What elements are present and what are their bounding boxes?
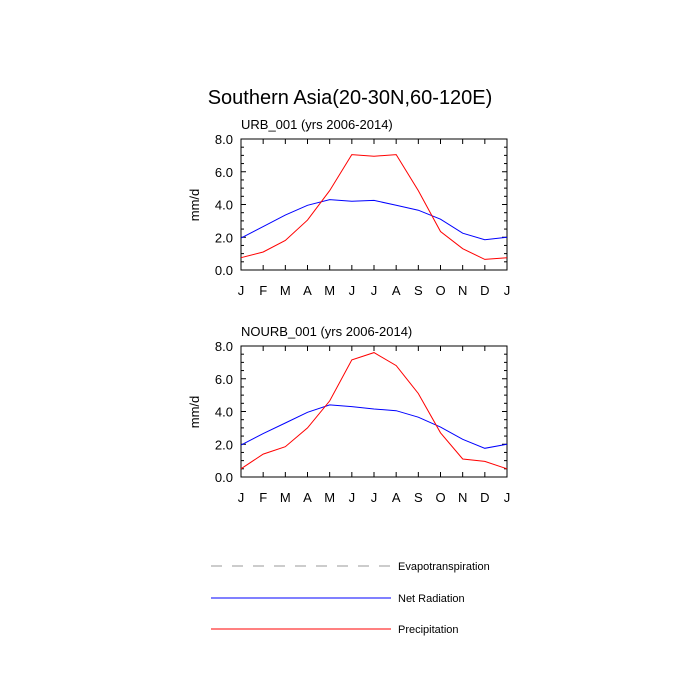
x-tick-label: M [324, 490, 335, 505]
x-tick-label: M [324, 283, 335, 298]
x-tick-label: J [238, 490, 245, 505]
x-tick-label: N [458, 490, 467, 505]
plot-frame [240, 345, 508, 478]
series-line-net-radiation [240, 199, 508, 241]
y-tick-label: 6.0 [215, 165, 233, 180]
legend: Evapotranspiration Net Radiation Precipita… [211, 561, 490, 636]
x-tick-label: J [371, 283, 378, 298]
x-tick-label: A [392, 283, 401, 298]
y-axis-label: mm/d [187, 396, 202, 429]
x-tick-label: S [414, 283, 423, 298]
series-line-precipitation [240, 352, 508, 470]
y-tick-label: 0.0 [215, 470, 233, 485]
x-tick-label: O [435, 490, 445, 505]
chart-title: Southern Asia(20-30N,60-120E) [208, 87, 493, 109]
y-tick-label: 4.0 [215, 405, 233, 420]
x-tick-label: J [371, 490, 378, 505]
series-line-net-radiation [240, 404, 508, 449]
x-tick-label: M [280, 283, 291, 298]
y-tick-label: 6.0 [215, 372, 233, 387]
legend-label: Precipitation [398, 624, 459, 636]
x-tick-label: J [504, 283, 511, 298]
x-tick-label: J [349, 490, 356, 505]
x-tick-label: F [259, 283, 267, 298]
x-tick-label: O [435, 283, 445, 298]
x-tick-label: F [259, 490, 267, 505]
x-tick-label: S [414, 490, 423, 505]
x-tick-label: A [303, 283, 312, 298]
y-tick-label: 2.0 [215, 437, 233, 452]
x-tick-label: J [349, 283, 356, 298]
legend-label: Net Radiation [398, 593, 465, 605]
series-line-precipitation [240, 154, 508, 260]
x-tick-label: D [480, 490, 489, 505]
legend-label: Evapotranspiration [398, 561, 490, 573]
x-tick-label: A [303, 490, 312, 505]
x-tick-label: A [392, 490, 401, 505]
x-tick-label: J [238, 283, 245, 298]
y-tick-label: 8.0 [215, 132, 233, 147]
panel-title: NOURB_001 (yrs 2006-2014) [241, 324, 412, 339]
x-tick-label: M [280, 490, 291, 505]
x-tick-label: J [504, 490, 511, 505]
y-tick-label: 0.0 [215, 263, 233, 278]
y-axis-label: mm/d [187, 189, 202, 222]
y-tick-label: 4.0 [215, 198, 233, 213]
y-tick-label: 8.0 [215, 339, 233, 354]
x-tick-label: D [480, 283, 489, 298]
y-tick-label: 2.0 [215, 230, 233, 245]
panel-title: URB_001 (yrs 2006-2014) [241, 117, 393, 132]
x-tick-label: N [458, 283, 467, 298]
